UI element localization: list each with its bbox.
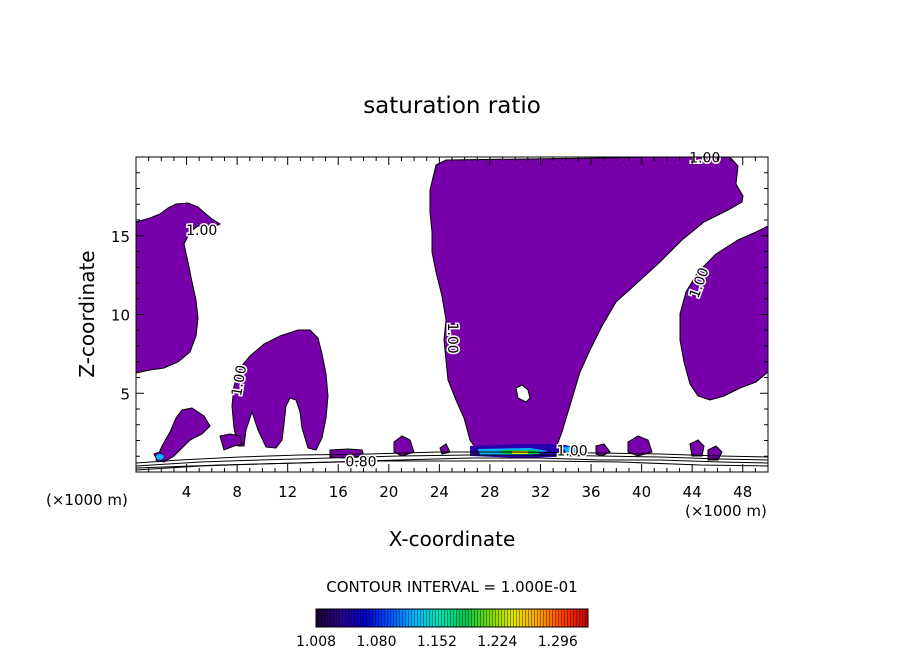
contour-value-label: 1.00	[186, 223, 217, 239]
chart-title: saturation ratio	[363, 93, 541, 119]
x-tick-label: 40	[632, 483, 651, 501]
colorbar-tick-label: 1.152	[417, 634, 457, 650]
contour-interval-label: CONTOUR INTERVAL = 1.000E-01	[326, 578, 577, 596]
colorbar-tick-label: 1.296	[538, 634, 578, 650]
x-tick-label: 48	[733, 483, 752, 501]
cloud-region-central	[429, 157, 744, 455]
colorbar-tick-label: 1.008	[296, 634, 336, 650]
x-tick-label: 8	[232, 483, 242, 501]
plot-area	[136, 157, 768, 471]
colorbar-tick-label: 1.080	[356, 634, 396, 650]
cloud-region-mid	[231, 329, 329, 451]
ground-contours	[136, 451, 768, 471]
cloud-blob-2	[329, 448, 365, 459]
contour-line	[136, 460, 768, 469]
cloud-region-right	[679, 225, 768, 401]
contour-value-label: 1.00	[556, 444, 587, 460]
x-axis-ticks: 4 8 12 16 20 24 28 32 36 40 44 48	[148, 157, 756, 501]
x-tick-label: 36	[581, 483, 600, 501]
y-axis-ticks: 5 10 15	[111, 172, 768, 457]
contour-line	[136, 451, 768, 464]
x-unit-label-right: (×1000 m)	[685, 502, 767, 520]
colorbar-hatch	[316, 609, 588, 627]
supersat-right	[562, 446, 582, 454]
cloud-blob-1	[219, 433, 243, 451]
contour-line	[136, 454, 768, 467]
cloud-hole	[515, 384, 531, 403]
cloud-blob-5	[689, 439, 705, 457]
x-tick-label: 16	[329, 483, 348, 501]
x-tick-label: 28	[480, 483, 499, 501]
cloud-region-low-left	[155, 407, 211, 463]
y-tick-label: 5	[120, 385, 130, 403]
y-tick-label: 15	[111, 228, 130, 246]
cloud-blob-3	[393, 435, 415, 457]
x-tick-label: 44	[683, 483, 702, 501]
colorbar-frame	[315, 608, 589, 628]
cloud-region-left-upper	[136, 202, 222, 374]
x-tick-label: 32	[531, 483, 550, 501]
contour-value-label: 0.80	[345, 455, 376, 471]
x-axis-title: X-coordinate	[389, 527, 516, 551]
y-tick-label: 10	[111, 307, 130, 325]
cloud-blob-6	[707, 445, 723, 461]
colorbar-tick-label: 1.224	[477, 634, 517, 650]
cloud-blob-4	[627, 435, 653, 457]
contour-value-label: 1.00	[444, 323, 460, 354]
x-tick-label: 4	[182, 483, 192, 501]
colorbar	[315, 608, 589, 628]
cloud-blob-8	[595, 443, 611, 457]
x-tick-label: 12	[278, 483, 297, 501]
x-tick-label: 24	[430, 483, 449, 501]
x-tick-label: 20	[379, 483, 398, 501]
colorbar-tick-labels: 1.008 1.080 1.152 1.224 1.296	[296, 634, 578, 650]
supersat-left-spot	[156, 454, 164, 460]
y-axis-title: Z-coordinate	[75, 250, 99, 377]
x-unit-label-left: (×1000 m)	[46, 491, 128, 509]
